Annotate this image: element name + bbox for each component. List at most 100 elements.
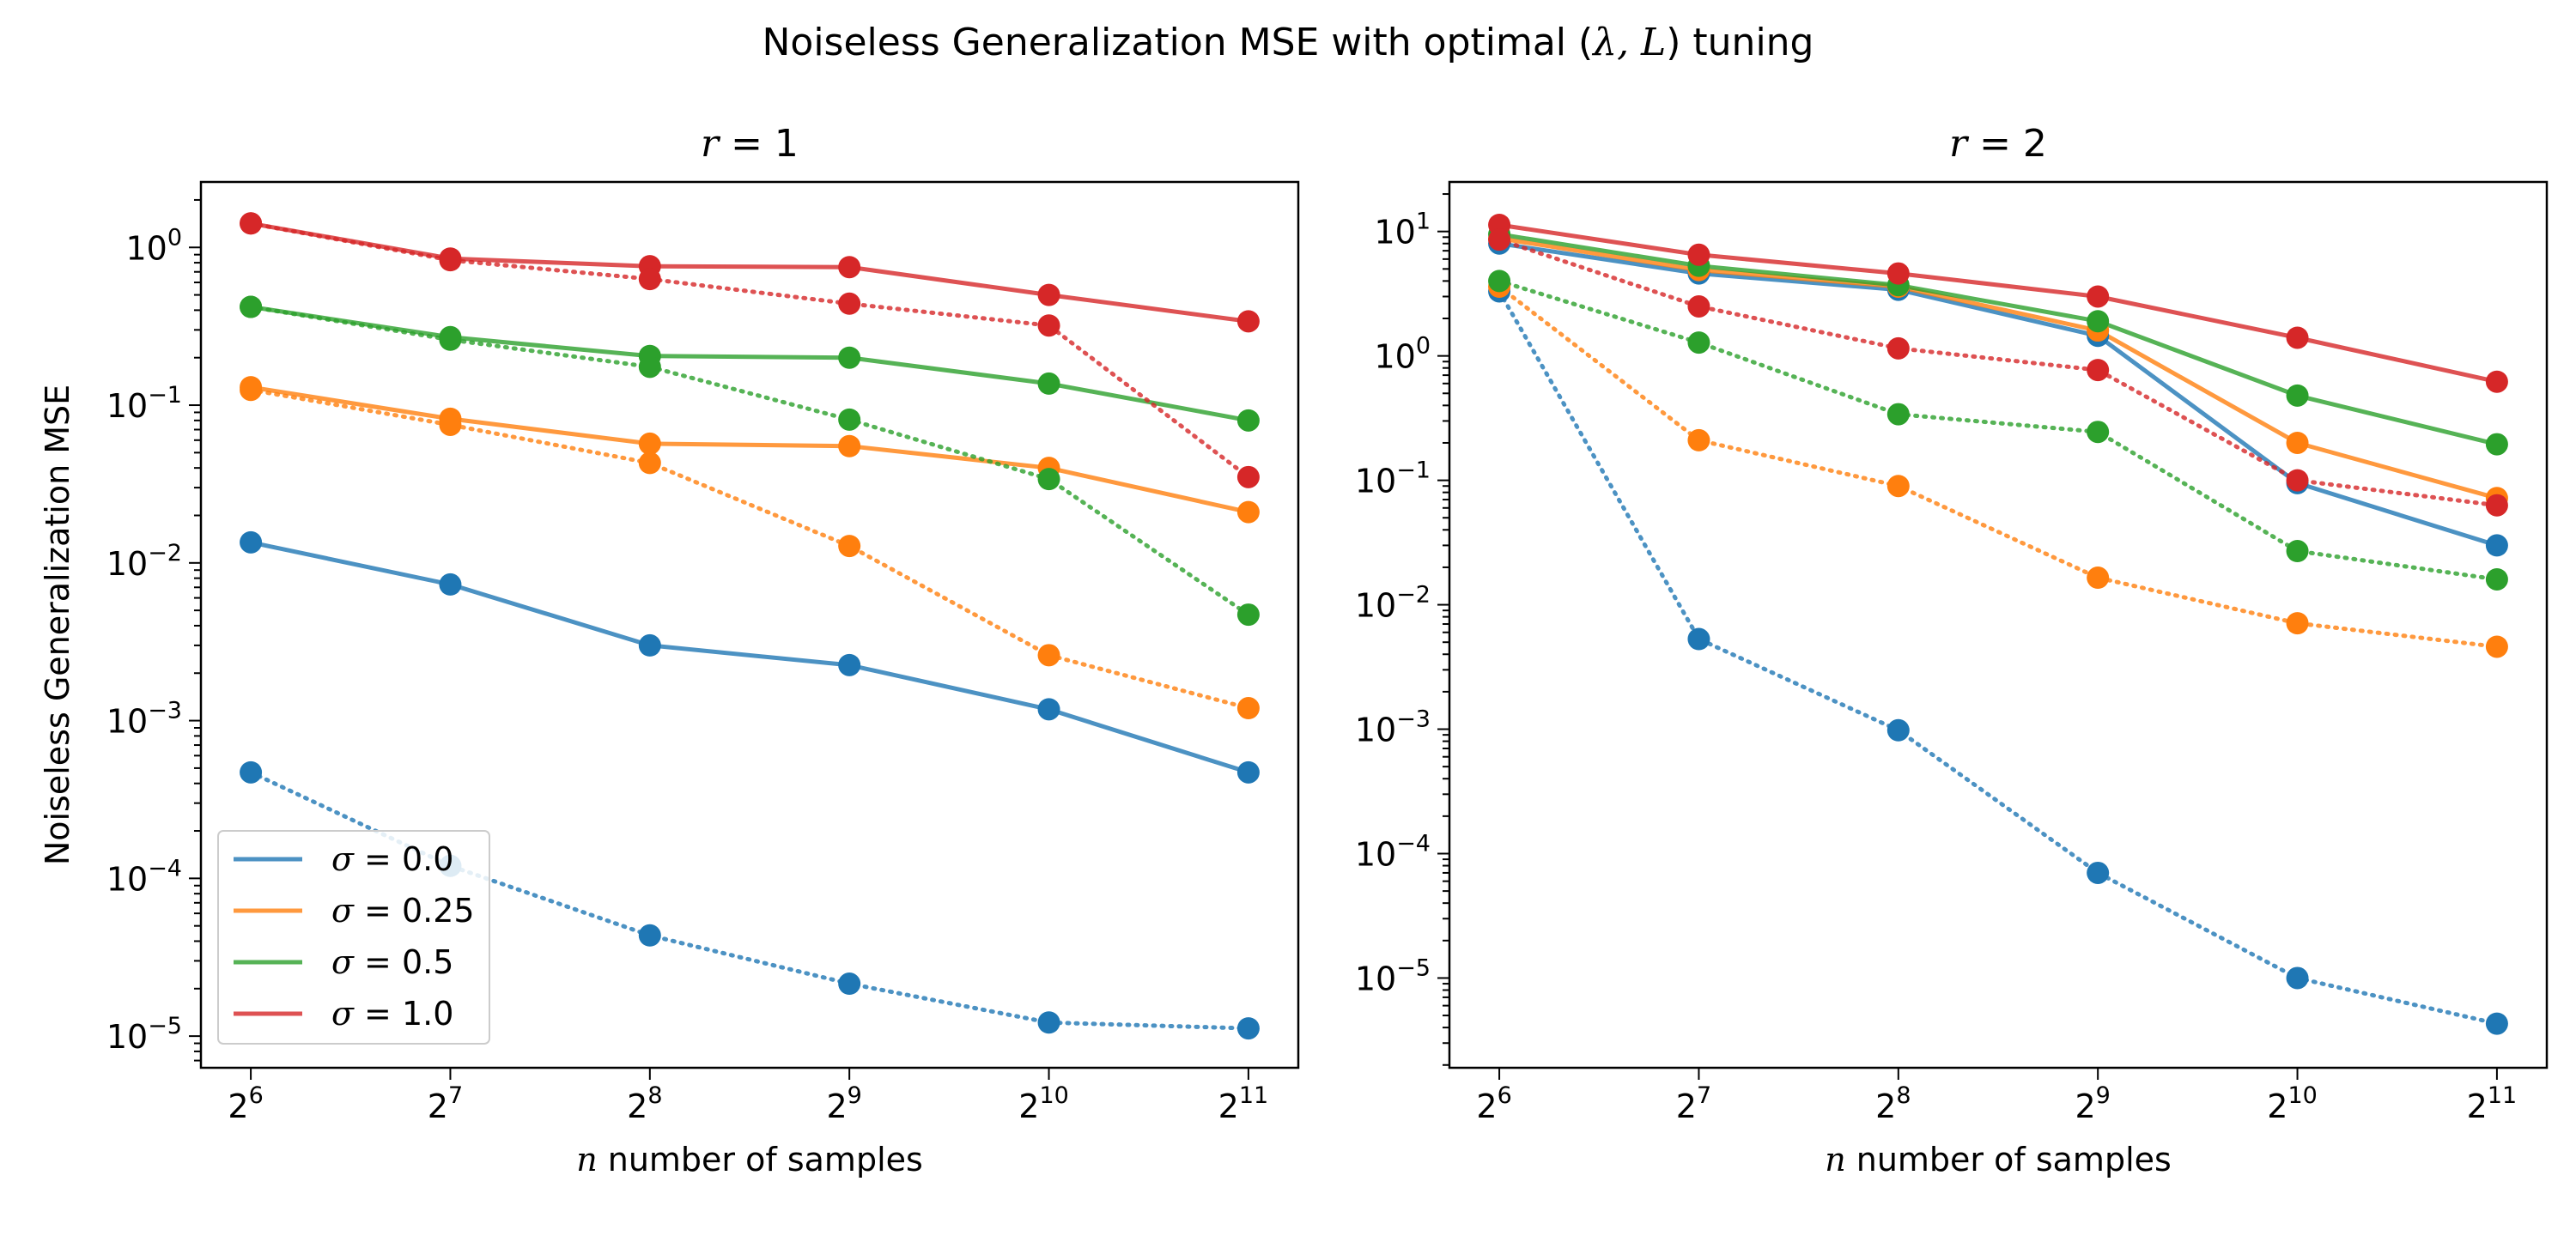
data-point xyxy=(2485,433,2508,456)
legend-label: σ = 1.0 xyxy=(331,995,453,1033)
y-tick-label: 10−3 xyxy=(106,698,182,741)
data-point xyxy=(838,292,861,315)
subplot-title: r = 1 xyxy=(701,122,799,166)
x-tick-label: 26 xyxy=(228,1082,263,1125)
data-point xyxy=(1886,336,1910,360)
x-axis-label: n number of samples xyxy=(576,1141,923,1178)
data-point xyxy=(240,379,263,402)
data-point xyxy=(240,212,263,235)
y-axis-label: Noiseless Generalization MSE xyxy=(39,385,76,865)
data-point xyxy=(638,451,661,475)
subplot-r1: r = 1 n number of samples Noiseless Gene… xyxy=(39,122,1300,1178)
data-point xyxy=(2286,431,2309,454)
data-point xyxy=(638,633,661,657)
series-line-solid xyxy=(250,305,1249,423)
x-tick-label: 29 xyxy=(826,1082,861,1125)
y-tick-label: 10−5 xyxy=(106,1013,182,1056)
data-point xyxy=(1236,1017,1260,1040)
figure-suptitle: Noiseless Generalization MSE with optima… xyxy=(762,21,1814,64)
x-tick-label: 210 xyxy=(2267,1082,2318,1125)
data-point xyxy=(439,413,462,436)
data-point xyxy=(2485,494,2508,517)
data-point xyxy=(240,760,263,784)
data-point xyxy=(1886,403,1910,426)
legend-label: σ = 0.0 xyxy=(331,840,453,878)
x-tick-label: 211 xyxy=(2467,1082,2518,1125)
data-point xyxy=(1037,644,1060,667)
y-tick-label: 10−1 xyxy=(106,382,182,425)
series-line-dotted xyxy=(1497,289,2500,1027)
data-point xyxy=(2485,567,2508,591)
data-point xyxy=(1687,331,1710,354)
data-point xyxy=(2286,540,2309,563)
series-line-dotted xyxy=(248,387,1251,711)
data-point xyxy=(1886,718,1910,742)
legend-frame xyxy=(217,830,490,1045)
x-tick-label: 27 xyxy=(428,1082,463,1125)
x-tick-label: 210 xyxy=(1018,1082,1069,1125)
y-tick-label: 100 xyxy=(1374,333,1431,376)
data-point xyxy=(838,408,861,431)
series-line-solid xyxy=(1498,241,2498,548)
y-tick-label: 10−4 xyxy=(106,855,182,898)
data-point xyxy=(1236,409,1260,432)
data-point xyxy=(2485,635,2508,658)
data-point xyxy=(240,295,263,318)
y-tick-label: 10−2 xyxy=(1355,582,1431,625)
legend-entry: σ = 0.0 xyxy=(234,840,453,878)
data-point xyxy=(2286,469,2309,492)
x-tick-label: 28 xyxy=(1875,1082,1911,1125)
series-line-dotted xyxy=(1497,278,2500,582)
y-tick-label: 100 xyxy=(125,224,182,267)
axes-frame xyxy=(1448,180,2549,1069)
series-line-solid xyxy=(250,221,1249,324)
series-line-solid xyxy=(250,540,1249,775)
subplot-title: r = 2 xyxy=(1949,122,2047,166)
data-point xyxy=(838,653,861,676)
data-point xyxy=(1236,500,1260,524)
x-tick-label: 27 xyxy=(1676,1082,1711,1125)
data-point xyxy=(1236,310,1260,333)
data-point xyxy=(2087,421,2110,444)
data-point xyxy=(838,346,861,369)
data-point xyxy=(2286,966,2309,990)
data-point xyxy=(838,256,861,279)
data-point xyxy=(2485,1012,2508,1035)
data-point xyxy=(1037,468,1060,491)
data-point xyxy=(2485,534,2508,557)
data-point xyxy=(1687,627,1710,651)
series-line-solid xyxy=(1498,232,2498,447)
axes-frame xyxy=(199,180,1300,1069)
legend-entry: σ = 0.25 xyxy=(234,892,475,930)
legend: σ = 0.0 σ = 0.25 σ = 0.5 σ = 1.0 xyxy=(217,830,490,1045)
data-point xyxy=(1687,243,1710,266)
data-point xyxy=(2286,612,2309,635)
legend-entry: σ = 1.0 xyxy=(234,995,453,1033)
x-tick-label: 211 xyxy=(1218,1082,1269,1125)
legend-label: σ = 0.5 xyxy=(331,943,453,981)
legend-entry: σ = 0.5 xyxy=(234,943,453,981)
series-line-dotted xyxy=(1497,284,2500,649)
series-line-dotted xyxy=(248,305,1251,617)
data-point xyxy=(2087,861,2110,884)
data-point xyxy=(1488,270,1511,293)
series-line-dotted xyxy=(1497,237,2500,508)
data-point xyxy=(838,434,861,457)
data-point xyxy=(638,268,661,291)
x-tick-label: 28 xyxy=(627,1082,662,1125)
data-point xyxy=(638,924,661,947)
x-tick-label: 26 xyxy=(1476,1082,1511,1125)
data-point xyxy=(1037,1011,1060,1034)
y-tick-label: 101 xyxy=(1374,209,1431,251)
y-tick-label: 10−4 xyxy=(1355,830,1431,873)
data-point xyxy=(838,535,861,558)
x-axis-label: n number of samples xyxy=(1825,1141,2172,1178)
x-tick-label: 29 xyxy=(2075,1082,2110,1125)
data-point xyxy=(1687,294,1710,318)
data-point xyxy=(2087,566,2110,590)
legend-label: σ = 0.25 xyxy=(331,892,475,930)
y-tick-label: 10−2 xyxy=(106,540,182,583)
data-point xyxy=(1037,698,1060,721)
data-point xyxy=(2485,370,2508,393)
